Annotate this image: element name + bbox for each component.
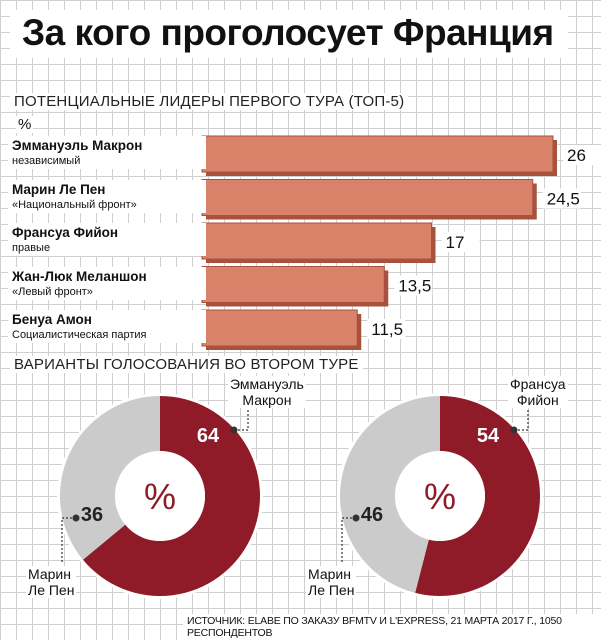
- donut-name-line: Ле Пен: [28, 582, 75, 598]
- candidate-label: Марин Ле Пен «Национальный фронт»: [8, 179, 206, 213]
- leader-line: [234, 406, 249, 431]
- donut-name-label: Эммануэль Макрон: [228, 376, 306, 408]
- bar: [201, 222, 432, 260]
- donut-hole: [395, 451, 485, 541]
- leader-line: [341, 517, 356, 564]
- candidate-party: «Левый фронт»: [12, 285, 93, 298]
- candidate-label: Франсуа Фийон правые: [8, 223, 206, 256]
- candidate-party: правые: [12, 242, 51, 254]
- candidate-name: Эммануэль Макрон: [12, 138, 143, 153]
- bar-value-label: 26: [567, 146, 586, 165]
- donut-name-line: Ле Пен: [308, 582, 355, 598]
- bar: [201, 266, 385, 303]
- bar-value-label: 17: [446, 233, 465, 252]
- second-round-title: ВАРИАНТЫ ГОЛОСОВАНИЯ ВО ВТОРОМ ТУРЕ: [10, 356, 363, 373]
- donut-value-label: 36: [81, 504, 103, 526]
- bar-value-label: 13,5: [398, 277, 431, 296]
- donut-name-line: Марин: [308, 566, 351, 582]
- chart-subtitle: ПОТЕНЦИАЛЬНЫЕ ЛИДЕРЫ ПЕРВОГО ТУРА (ТОП-5…: [10, 93, 409, 110]
- candidate-party: «Национальный фронт»: [12, 198, 137, 211]
- bar: [201, 179, 534, 216]
- donut-name-line: Франсуа: [510, 376, 566, 392]
- donut-name-line: Макрон: [242, 392, 292, 408]
- candidate-label: Бенуа Амон Социалистическая партия: [8, 310, 206, 343]
- bar-value-label: 24,5: [547, 190, 580, 209]
- donut-name-label: Франсуа Фийон: [508, 376, 568, 408]
- candidate-party: независимый: [12, 155, 81, 167]
- unit-label: %: [16, 116, 34, 133]
- bar: [201, 135, 554, 173]
- donut-slice-other: [340, 396, 440, 593]
- second-round-donut-charts: % 64 36 % 54 46: [57, 393, 543, 599]
- donut-name-line: Фийон: [516, 392, 559, 408]
- value-label-bg: [394, 275, 433, 296]
- source-note: ИСТОЧНИК: ELABE ПО ЗАКАЗУ BFMTV И L'EXPR…: [183, 614, 601, 640]
- value-label-bg: [563, 145, 601, 165]
- candidate-name: Марин Ле Пен: [12, 181, 106, 197]
- donut-name-line: Эммануэль: [230, 376, 304, 392]
- first-round-bar-chart: 26 24,5 17 13,5 11,5: [201, 135, 601, 350]
- bar: [201, 309, 358, 347]
- donut-name-label: Марин Ле Пен: [26, 566, 77, 598]
- candidate-label: Эммануэль Макрон независимый: [8, 136, 206, 169]
- page-title: За кого проголосует Франция: [10, 10, 568, 58]
- donut-value-label: 64: [197, 425, 220, 447]
- candidate-name: Жан-Люк Меланшон: [12, 268, 147, 284]
- donut-hole: [115, 451, 205, 541]
- donut-slice-winner: [82, 396, 261, 596]
- value-label-bg: [542, 188, 581, 209]
- donut-center-label: %: [424, 476, 456, 517]
- value-label-bg: [441, 232, 480, 252]
- leader-line: [61, 517, 76, 564]
- donut-name-line: Марин: [28, 566, 71, 582]
- candidate-party: Социалистическая партия: [12, 329, 147, 341]
- candidate-name: Бенуа Амон: [12, 312, 92, 327]
- candidate-label: Жан-Люк Меланшон «Левый фронт»: [8, 266, 206, 300]
- donut-center-label: %: [144, 476, 176, 517]
- bar-value-label: 11,5: [371, 320, 403, 339]
- donut-slice-other: [60, 396, 161, 560]
- donut-value-label: 46: [361, 504, 383, 526]
- value-label-bg: [367, 319, 406, 339]
- donut-name-label: Марин Ле Пен: [306, 566, 357, 598]
- donut-value-label: 54: [477, 425, 500, 447]
- leader-line: [514, 406, 529, 431]
- candidate-name: Франсуа Фийон: [12, 225, 119, 240]
- donut-slice-winner: [415, 396, 541, 596]
